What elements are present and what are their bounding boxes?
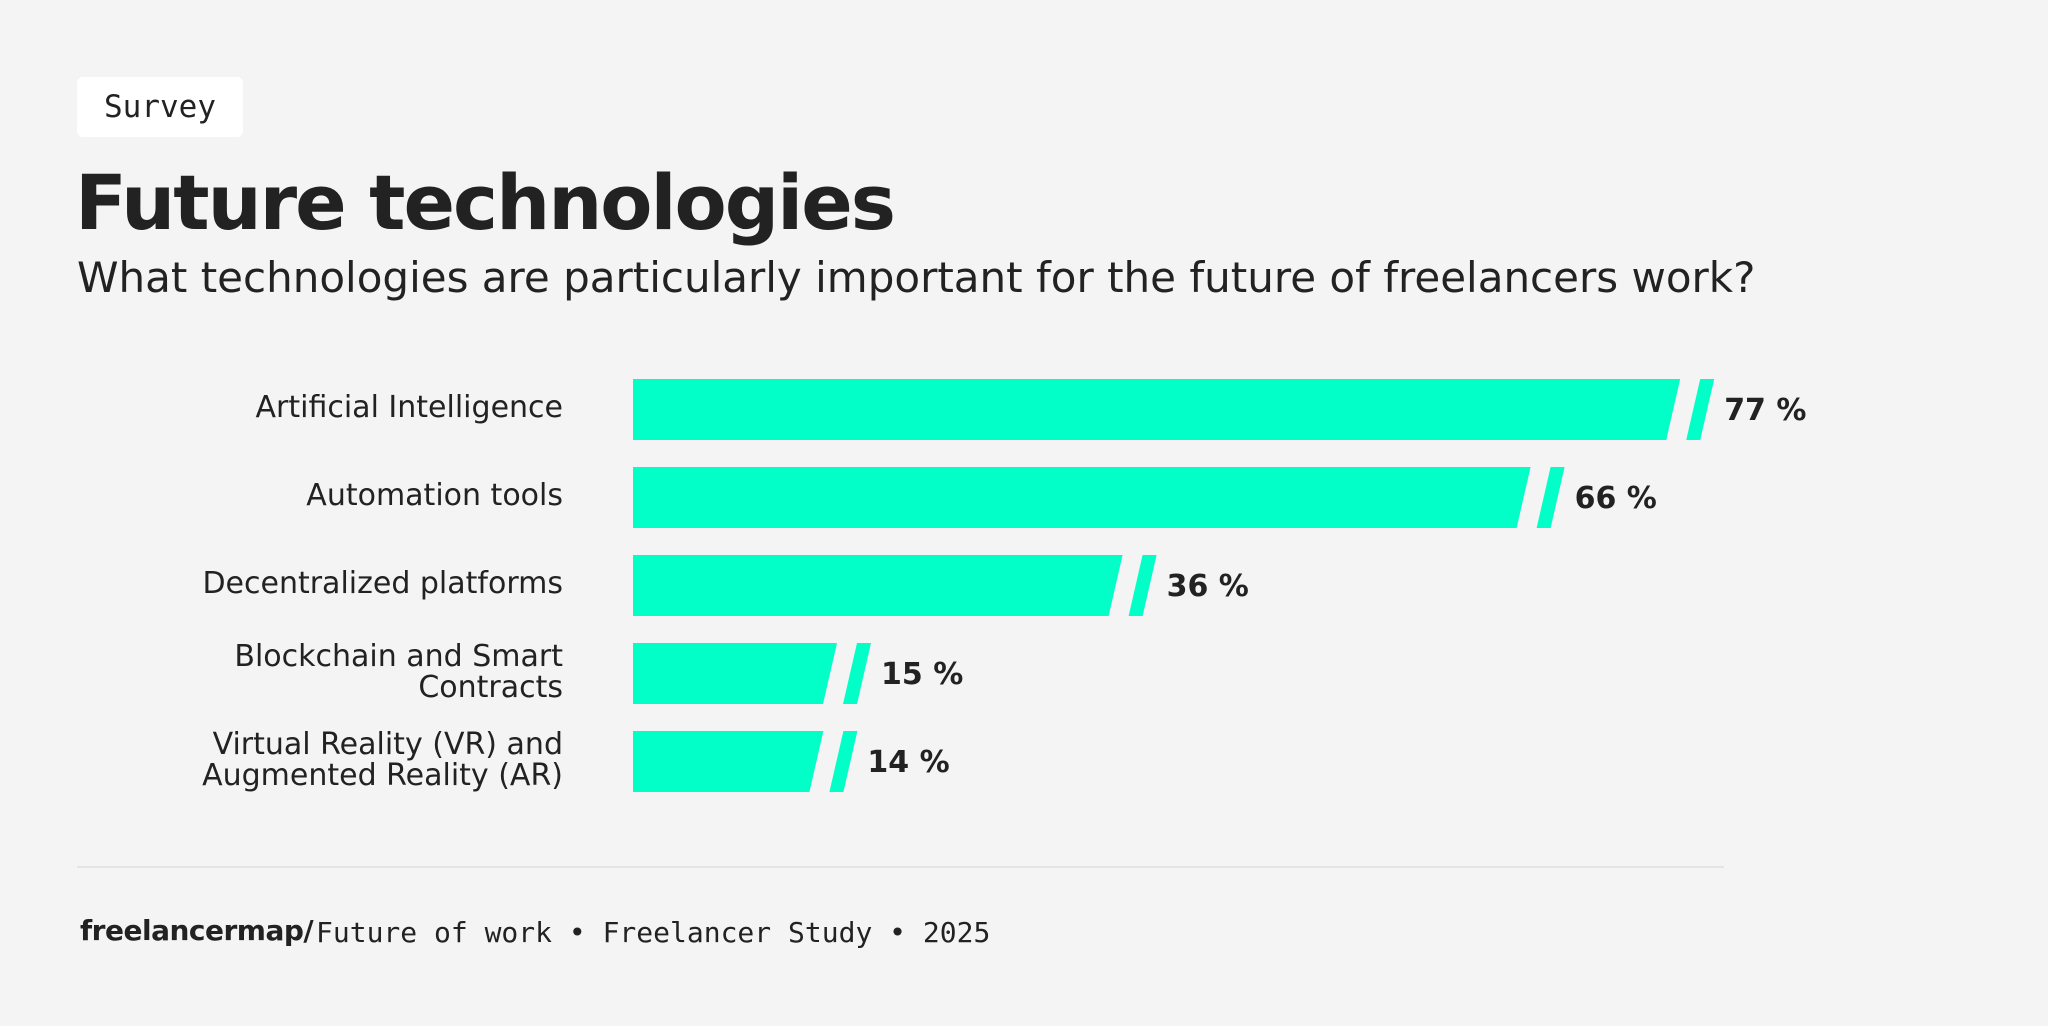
brand: freelancermap/ bbox=[80, 914, 314, 947]
value-label: 77 % bbox=[1724, 393, 1806, 428]
bar-slash bbox=[843, 643, 871, 704]
value-label: 15 % bbox=[881, 657, 963, 692]
category-label: Blockchain and Smart Contracts bbox=[234, 638, 563, 705]
bar-slash bbox=[1128, 555, 1157, 616]
divider bbox=[77, 866, 1724, 868]
tag: Survey bbox=[77, 77, 243, 137]
category-label: Automation tools bbox=[306, 478, 563, 513]
value-label: 36 % bbox=[1167, 569, 1249, 604]
bar-slash bbox=[1536, 467, 1565, 528]
footer-text: Future of work • Freelancer Study • 2025 bbox=[316, 916, 991, 949]
bar-slash bbox=[829, 731, 858, 792]
bar bbox=[633, 467, 1531, 528]
bar-slash bbox=[1686, 379, 1715, 440]
bar bbox=[633, 643, 837, 704]
bar bbox=[633, 555, 1123, 616]
bar bbox=[633, 379, 1681, 440]
value-label: 66 % bbox=[1575, 481, 1657, 516]
chart-title: Future technologies bbox=[75, 158, 896, 247]
value-label: 14 % bbox=[867, 745, 949, 780]
bar bbox=[633, 731, 824, 792]
category-label: Decentralized platforms bbox=[202, 566, 563, 601]
category-label: Artificial Intelligence bbox=[255, 390, 564, 425]
chart-subtitle: What technologies are particularly impor… bbox=[77, 253, 1756, 302]
category-label: Virtual Reality (VR) and Augmented Reali… bbox=[202, 726, 563, 793]
